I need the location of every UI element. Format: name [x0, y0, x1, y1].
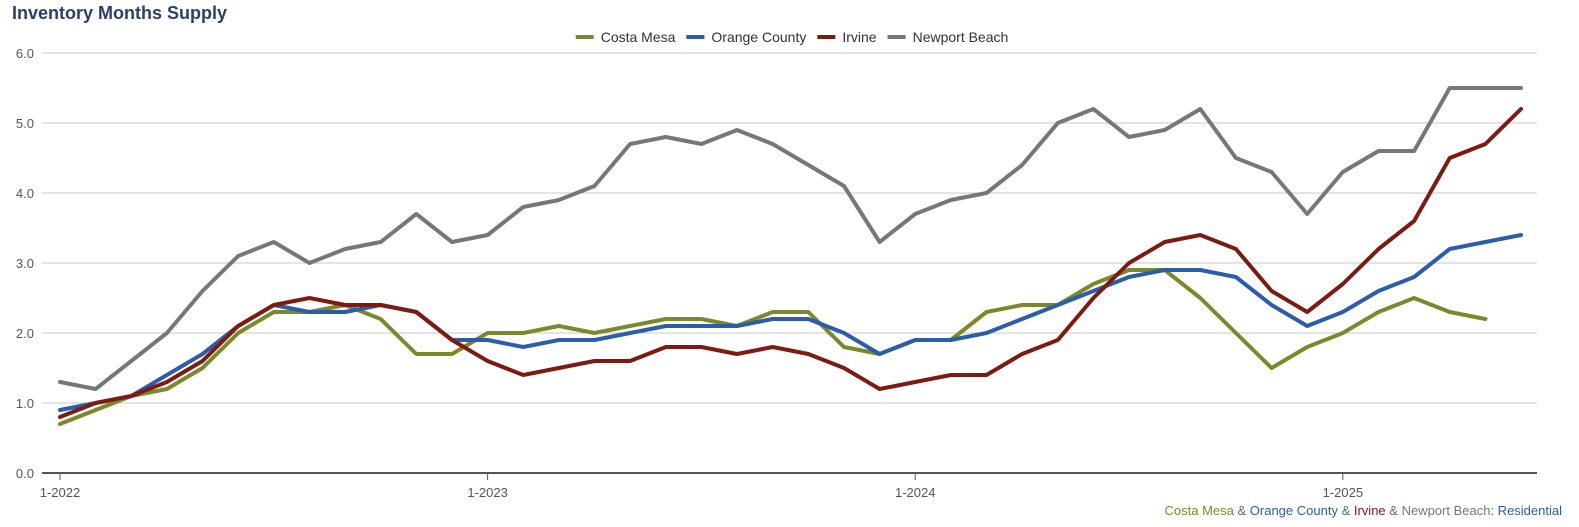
series-line-irvine	[58, 107, 1523, 419]
y-tick-label: 5.0	[16, 116, 34, 131]
legend-item-irvine[interactable]: Irvine	[817, 29, 877, 45]
y-tick-label: 1.0	[16, 396, 34, 411]
footer-newport-beach: Newport Beach	[1402, 503, 1491, 518]
footer-separator: &	[1234, 503, 1250, 518]
legend-label: Newport Beach	[913, 29, 1009, 45]
footer-orange-county: Orange County	[1250, 503, 1339, 518]
series-line-orange-county	[58, 233, 1523, 412]
series-line-newport-beach	[58, 86, 1523, 391]
x-axis: 1-2022 1-2023 1-2024 1-2025	[40, 472, 1537, 500]
footer-suffix: : Residential	[1490, 503, 1562, 518]
footer-irvine: Irvine	[1354, 503, 1386, 518]
series-lines	[58, 86, 1523, 426]
footer-costa-mesa: Costa Mesa	[1165, 503, 1235, 518]
legend-label: Orange County	[711, 29, 806, 45]
y-axis-ticks: 0.0 1.0 2.0 3.0 4.0 5.0 6.0	[16, 46, 34, 481]
y-tick-label: 2.0	[16, 326, 34, 341]
x-tick-label: 1-2023	[467, 485, 507, 500]
y-tick-label: 3.0	[16, 256, 34, 271]
chart-title: Inventory Months Supply	[12, 3, 227, 23]
y-tick-label: 6.0	[16, 46, 34, 61]
y-tick-label: 4.0	[16, 186, 34, 201]
legend-label: Irvine	[842, 29, 876, 45]
footer-separator: &	[1386, 503, 1402, 518]
series-line-costa-mesa	[58, 268, 1488, 426]
footer-separator: &	[1338, 503, 1354, 518]
x-tick-label: 1-2025	[1323, 485, 1363, 500]
legend-item-costa-mesa[interactable]: Costa Mesa	[575, 29, 676, 45]
x-tick-label: 1-2022	[40, 485, 80, 500]
legend-item-orange-county[interactable]: Orange County	[686, 29, 806, 45]
legend-label: Costa Mesa	[601, 29, 676, 45]
grid	[42, 52, 1537, 404]
footer-caption: Costa Mesa & Orange County & Irvine & Ne…	[1165, 503, 1563, 518]
legend: Costa Mesa Orange County Irvine Newport Bea…	[575, 29, 1009, 45]
y-tick-label: 0.0	[16, 466, 34, 481]
legend-item-newport-beach[interactable]: Newport Beach	[887, 29, 1009, 45]
x-tick-label: 1-2024	[895, 485, 935, 500]
